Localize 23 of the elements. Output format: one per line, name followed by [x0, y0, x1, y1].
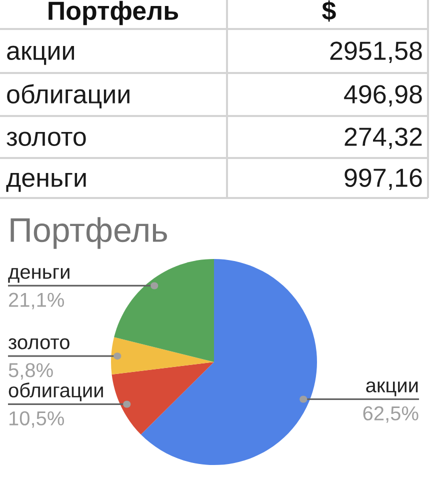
category-label: облигации — [7, 84, 130, 108]
pie-slice — [112, 362, 214, 435]
chart-title: Портфель — [10, 217, 167, 249]
slice-label: золото — [8, 338, 70, 350]
category-label: золото — [6, 132, 86, 146]
pie-slice — [114, 259, 214, 362]
data-label: 5,8% — [8, 363, 53, 380]
data-label: 62,5% — [363, 406, 418, 423]
text: Портфель — [48, 0, 178, 26]
slice-label: акции — [366, 381, 418, 396]
category-label: деньги — [6, 172, 86, 192]
data-label: 21,1% — [9, 292, 64, 310]
data-label: 10,5% — [10, 411, 64, 428]
pie-slice — [140, 259, 317, 465]
category-label: акции — [7, 46, 74, 65]
slice-label: облигации — [8, 382, 103, 402]
text: 997,16 — [344, 168, 422, 190]
slice-label: деньги — [8, 268, 70, 283]
text: 496,98 — [344, 85, 422, 107]
text: 274,32 — [344, 128, 422, 150]
text: 2951,58 — [330, 42, 422, 64]
pie-slice — [111, 337, 214, 374]
text: $ — [322, 0, 336, 22]
